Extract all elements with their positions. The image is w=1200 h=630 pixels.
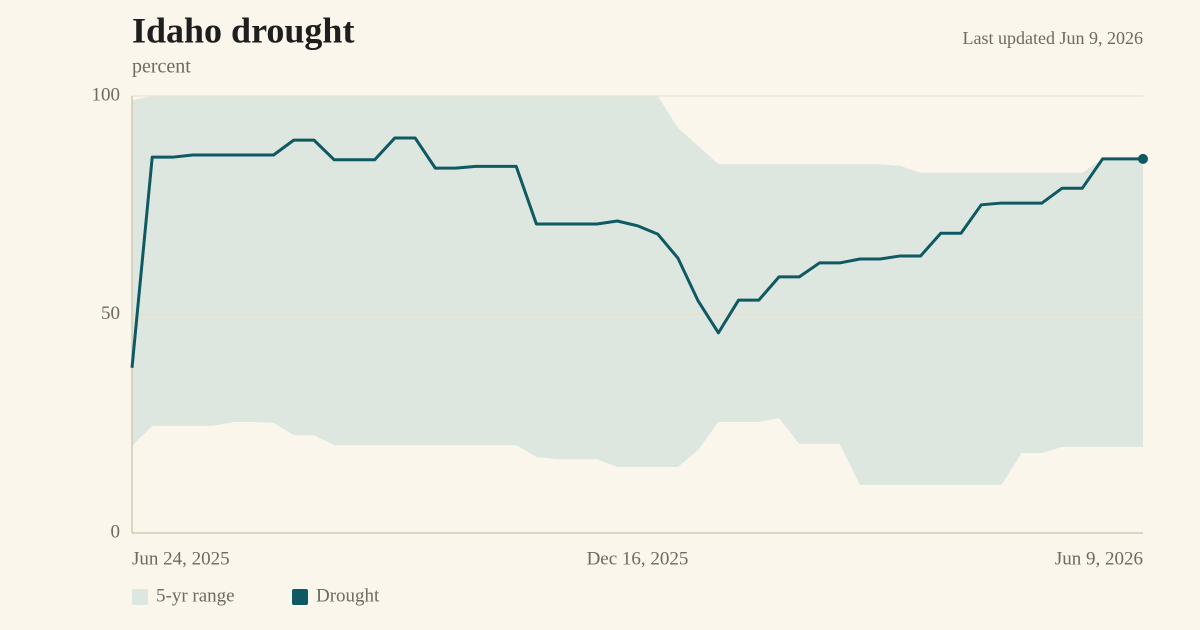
y-tick-label: 50 <box>101 303 120 324</box>
legend-swatch <box>132 589 148 605</box>
updated-note: Last updated Jun 9, 2026 <box>963 28 1143 48</box>
y-tick-label: 100 <box>92 84 121 105</box>
x-tick-label: Dec 16, 2025 <box>587 548 689 569</box>
legend-swatch <box>292 589 308 605</box>
x-tick-label: Jun 24, 2025 <box>132 548 230 569</box>
legend-label: 5-yr range <box>156 585 235 606</box>
drought-line <box>130 136 1143 368</box>
range-area <box>132 96 1143 485</box>
end-point <box>1138 153 1148 164</box>
x-tick-label: Jun 9, 2026 <box>1055 548 1143 569</box>
chart-title: Idaho drought <box>132 10 354 50</box>
chart-subtitle: percent <box>132 56 191 78</box>
y-tick-label: 0 <box>111 521 121 542</box>
legend-label: Drought <box>316 585 380 606</box>
